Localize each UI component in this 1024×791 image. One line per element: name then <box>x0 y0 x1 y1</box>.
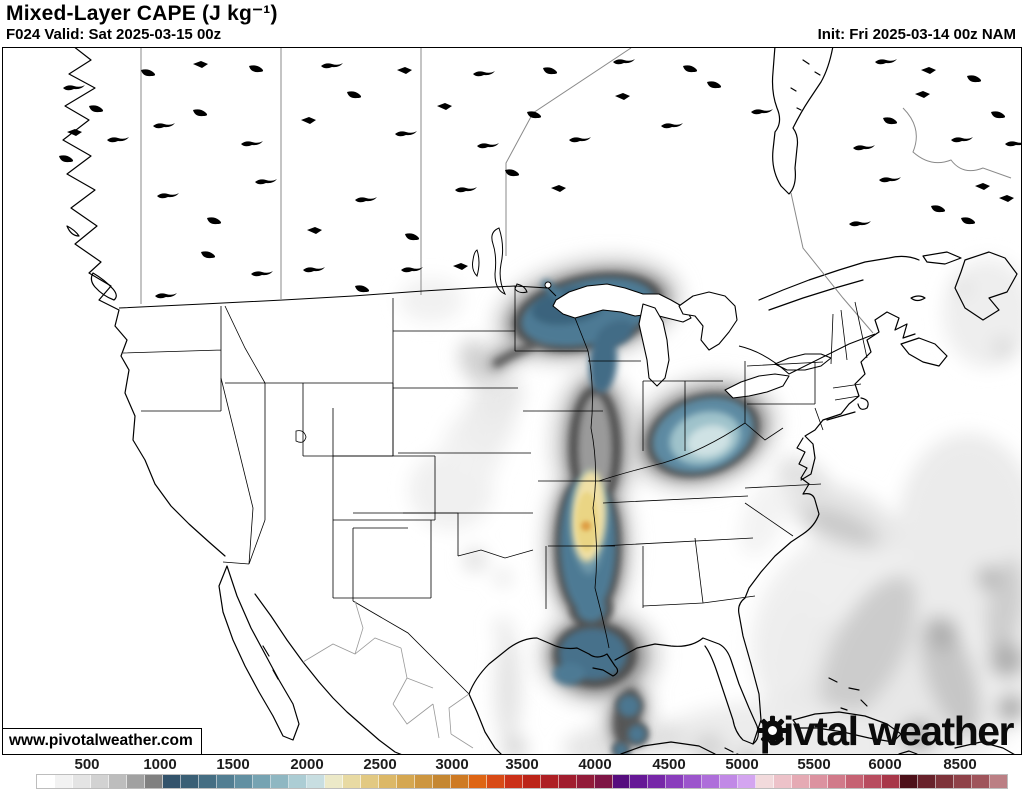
map-canvas: www.pivotalweather.com piv <box>2 47 1022 755</box>
watermark: www.pivotalweather.com <box>3 728 202 754</box>
colorbar-segment <box>270 775 289 788</box>
watermark-text: www.pivotalweather.com <box>9 732 193 749</box>
colorbar-tick-label: 4000 <box>578 756 612 773</box>
colorbar-tick-label: 1000 <box>143 756 177 773</box>
canada-province-borders <box>140 48 1012 334</box>
colorbar-segment <box>864 775 883 788</box>
cape-shading-light <box>399 258 1021 754</box>
us-canada-border <box>118 285 876 375</box>
colorbar-segment <box>792 775 811 788</box>
colorbar-segment <box>990 775 1008 788</box>
colorbar-segment <box>630 775 649 788</box>
colorbar-segment <box>486 775 505 788</box>
colorbar-segment <box>594 775 613 788</box>
colorbar: 500 1000 1500 2000 2500 3000 3500 4000 4500 5000 5… <box>36 756 1008 790</box>
colorbar-segment <box>522 775 541 788</box>
colorbar-segment <box>126 775 145 788</box>
colorbar-segment <box>72 775 91 788</box>
colorbar-segment <box>54 775 73 788</box>
colorbar-segment <box>612 775 631 788</box>
colorbar-segment <box>972 775 991 788</box>
colorbar-segment <box>414 775 433 788</box>
colorbar-segment <box>684 775 703 788</box>
colorbar-tick-label: 1500 <box>216 756 250 773</box>
colorbar-segment <box>37 775 55 788</box>
colorbar-segment <box>540 775 559 788</box>
lakes <box>59 59 1021 299</box>
map-graphic <box>59 48 1021 754</box>
colorbar-scale <box>36 774 1008 789</box>
colorbar-segment <box>828 775 847 788</box>
colorbar-segment <box>216 775 235 788</box>
colorbar-tick-label: 2500 <box>363 756 397 773</box>
colorbar-segment <box>846 775 865 788</box>
colorbar-tick-label: 6000 <box>868 756 902 773</box>
colorbar-segment <box>378 775 397 788</box>
product-title: Mixed-Layer CAPE (J kg⁻¹) <box>6 2 278 25</box>
valid-time-label: F024 Valid: Sat 2025-03-15 00z <box>6 26 222 43</box>
colorbar-segment <box>954 775 973 788</box>
colorbar-tick-label: 4500 <box>652 756 686 773</box>
colorbar-segment <box>720 775 739 788</box>
colorbar-segment <box>558 775 577 788</box>
colorbar-tick-label: 8500 <box>943 756 977 773</box>
colorbar-tick-label: 3000 <box>435 756 469 773</box>
great-lakes <box>552 283 832 399</box>
colorbar-segment <box>288 775 307 788</box>
colorbar-segment <box>900 775 919 788</box>
colorbar-segment <box>666 775 685 788</box>
logo-text-tal: tal <box>814 708 859 754</box>
colorbar-segment <box>198 775 217 788</box>
colorbar-segment <box>504 775 523 788</box>
colorbar-segment <box>468 775 487 788</box>
colorbar-segment <box>396 775 415 788</box>
gear-icon <box>758 715 788 746</box>
colorbar-segment <box>324 775 343 788</box>
colorbar-segment <box>252 775 271 788</box>
colorbar-segment <box>144 775 163 788</box>
colorbar-segment <box>936 775 955 788</box>
colorbar-tick-label: 3500 <box>505 756 539 773</box>
colorbar-segment <box>450 775 469 788</box>
colorbar-tick-labels: 500 1000 1500 2000 2500 3000 3500 4000 4500 5000 5… <box>36 756 1008 773</box>
colorbar-segment <box>90 775 109 788</box>
mexico-state-borders <box>302 600 474 749</box>
pivotal-weather-logo: piv tal <box>758 708 1015 754</box>
cape-shading-lightblue-core <box>669 411 741 465</box>
colorbar-segment <box>756 775 775 788</box>
colorbar-segment <box>234 775 253 788</box>
colorbar-segment <box>162 775 181 788</box>
colorbar-segment <box>810 775 829 788</box>
cape-shading-yellow-core <box>571 470 607 562</box>
colorbar-tick-label: 5500 <box>797 756 831 773</box>
init-time-label: Init: Fri 2025-03-14 00z NAM <box>817 26 1016 43</box>
colorbar-tick-label: 5000 <box>725 756 759 773</box>
colorbar-segment <box>342 775 361 788</box>
colorbar-segment <box>882 775 901 788</box>
colorbar-segment <box>432 775 451 788</box>
colorbar-segment <box>108 775 127 788</box>
coastlines <box>62 48 1018 754</box>
colorbar-segment <box>702 775 721 788</box>
colorbar-segment <box>576 775 595 788</box>
colorbar-segment <box>180 775 199 788</box>
colorbar-segment <box>918 775 937 788</box>
colorbar-tick-label: 500 <box>74 756 100 773</box>
colorbar-tick-label: 2000 <box>290 756 324 773</box>
colorbar-segment <box>306 775 325 788</box>
colorbar-segment <box>360 775 379 788</box>
colorbar-segment <box>774 775 793 788</box>
logo-text-weather: weather <box>868 708 1015 754</box>
us-state-borders <box>122 286 868 695</box>
colorbar-segment <box>738 775 757 788</box>
colorbar-segment <box>648 775 667 788</box>
